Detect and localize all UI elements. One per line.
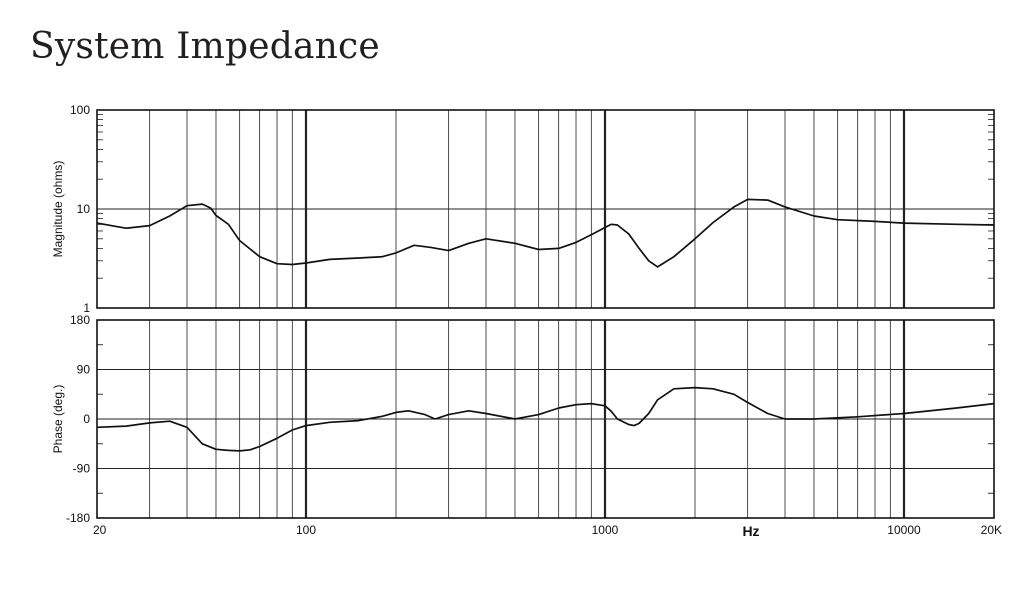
magnitude-tick-label: 1 <box>83 301 90 315</box>
magnitude-plot-frame <box>96 109 995 309</box>
x-tick-label: 20K <box>981 523 1002 537</box>
x-tick-label: 10000 <box>887 523 921 537</box>
phase-tick-label: -180 <box>66 511 90 525</box>
page-title: System Impedance <box>30 26 380 67</box>
magnitude-tick-label: 10 <box>77 202 91 216</box>
phase-tick-label: 180 <box>70 313 90 327</box>
phase-tick-label: 0 <box>83 412 90 426</box>
phase-tick-label: -90 <box>73 462 91 476</box>
phase-curve <box>96 386 995 452</box>
magnitude-curve <box>96 198 995 268</box>
magnitude-tick-label: 100 <box>70 103 90 117</box>
x-tick-label: 100 <box>296 523 316 537</box>
x-axis-label: Hz <box>742 523 759 539</box>
phase-tick-label: 90 <box>77 363 91 377</box>
x-tick-label: 20 <box>93 523 107 537</box>
x-tick-label: 1000 <box>592 523 619 537</box>
phase-plot-frame <box>96 319 995 519</box>
phase-axis-label: Phase (deg.) <box>51 385 65 454</box>
magnitude-axis-label: Magnitude (ohms) <box>51 161 65 258</box>
